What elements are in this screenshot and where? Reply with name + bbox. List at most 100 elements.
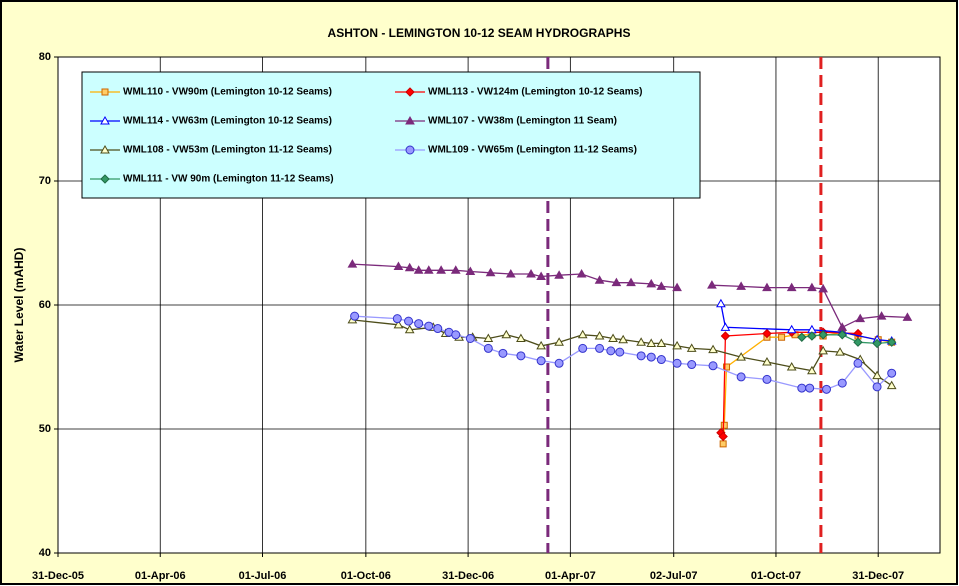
marker (886, 380, 897, 390)
marker (608, 333, 618, 342)
legend-label: WML114 - VW63m (Lemington 10-12 Seams) (123, 116, 332, 127)
legend-label: WML110 - VW90m (Lemington 10-12 Seams) (123, 87, 332, 98)
marker (853, 358, 863, 368)
marker (807, 282, 817, 292)
marker (656, 338, 667, 347)
x-tick-label: 01-Apr-07 (545, 570, 596, 582)
marker (483, 333, 494, 342)
marker (405, 87, 415, 97)
marker (762, 357, 772, 366)
marker (656, 281, 667, 290)
y-tick-label: 70 (39, 175, 51, 187)
marker (405, 115, 415, 125)
marker (594, 330, 605, 340)
marker (594, 275, 605, 284)
x-tick-label: 01-Oct-06 (341, 570, 391, 582)
marker (611, 277, 622, 287)
legend-label: WML107 - VW38m (Lemington 11 Seam) (428, 116, 617, 127)
marker (414, 319, 424, 329)
marker (786, 282, 797, 292)
x-tick-label: 01-Jul-06 (239, 570, 287, 582)
marker (413, 265, 424, 274)
marker (723, 363, 731, 371)
y-tick-label: 60 (39, 299, 51, 311)
marker (595, 343, 605, 353)
marker (872, 382, 882, 392)
legend (81, 71, 701, 199)
x-tick-label: 31-Dec-05 (32, 570, 84, 582)
marker (736, 352, 746, 361)
legend-label: WML111 - VW 90m (Lemington 11-12 Seams) (123, 174, 334, 185)
marker (672, 282, 682, 292)
marker (424, 321, 434, 331)
marker (762, 328, 772, 339)
marker (505, 268, 516, 278)
marker (805, 383, 815, 393)
y-axis-label: Water Level (mAHD) (12, 248, 26, 363)
marker (818, 345, 829, 355)
marker (646, 352, 656, 362)
x-tick-label: 01-Apr-06 (135, 570, 186, 582)
marker (576, 268, 587, 278)
marker (615, 347, 625, 357)
marker (797, 332, 807, 342)
x-tick-label: 01-Oct-07 (751, 570, 801, 582)
marker (835, 347, 845, 356)
marker (762, 374, 772, 384)
marker (636, 351, 646, 361)
marker (687, 360, 697, 370)
marker (837, 378, 847, 388)
marker (465, 266, 476, 276)
marker (554, 358, 564, 368)
marker (708, 361, 718, 371)
marker (423, 265, 434, 274)
marker (872, 370, 882, 380)
marker (902, 312, 913, 321)
marker (672, 340, 682, 350)
marker (837, 330, 847, 340)
marker (516, 351, 526, 361)
marker (855, 313, 866, 323)
marker (350, 311, 360, 321)
y-tick-label: 80 (39, 51, 51, 63)
marker (886, 337, 897, 347)
marker (762, 282, 772, 292)
marker (606, 346, 616, 356)
marker (404, 316, 414, 326)
marker (536, 356, 546, 366)
marker (536, 271, 546, 280)
x-tick-label: 02-Jul-07 (650, 570, 698, 582)
marker (498, 348, 508, 358)
marker (636, 337, 646, 346)
marker (720, 331, 731, 341)
legend-label: WML109 - VW65m (Lemington 11-12 Seams) (428, 145, 637, 156)
marker (100, 174, 110, 184)
marker (536, 340, 546, 350)
marker (818, 283, 829, 293)
marker (516, 333, 526, 342)
marker (853, 337, 863, 347)
marker (404, 262, 415, 272)
marker (736, 372, 746, 382)
marker (672, 358, 682, 368)
marker (720, 322, 731, 331)
marker (720, 421, 728, 429)
marker (501, 329, 512, 339)
marker (887, 368, 897, 378)
marker (393, 319, 404, 329)
marker (577, 329, 588, 339)
marker (451, 330, 461, 340)
marker (526, 268, 536, 278)
marker (483, 343, 493, 353)
marker (708, 344, 718, 354)
marker (656, 355, 666, 365)
marker (392, 314, 402, 324)
marker (405, 145, 415, 155)
marker (807, 365, 817, 375)
marker (786, 361, 797, 371)
marker (716, 298, 726, 308)
marker (719, 440, 727, 448)
series-layer (347, 259, 913, 448)
marker (100, 115, 110, 125)
